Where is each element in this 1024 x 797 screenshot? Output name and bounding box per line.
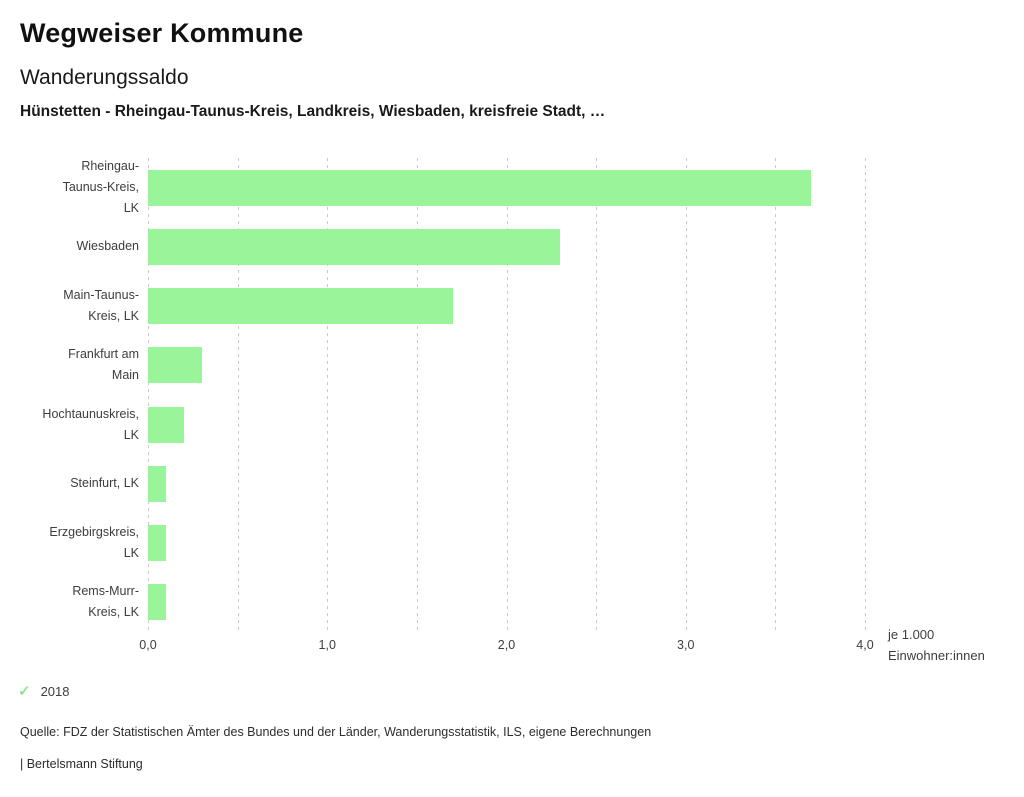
x-axis-tick-label: 0,0 xyxy=(139,638,157,652)
chart-subtitle: Hünstetten - Rheingau-Taunus-Kreis, Land… xyxy=(20,103,606,120)
category-label: Frankfurt am Main xyxy=(68,347,139,383)
bar-chart-plot-area: 0,0 1,0 2,0 3,0 4,0 Rheingau- Taunus-Kreis, LK W… xyxy=(42,158,874,652)
chart-row: Frankfurt am Main xyxy=(68,336,865,395)
chart-row: Erzgebirgskreis, LK xyxy=(49,514,865,573)
page-title: Wegweiser Kommune xyxy=(20,18,304,48)
legend-item-2018[interactable]: ✓ 2018 xyxy=(18,684,70,699)
x-axis-unit-label: je 1.000 Einwohner:innen xyxy=(888,624,985,666)
brand-text: | Bertelsmann Stiftung xyxy=(20,757,143,771)
bar-rheingau-taunus-kreis-lk[interactable] xyxy=(148,169,812,206)
bar-wiesbaden[interactable] xyxy=(148,228,561,265)
x-axis-tick-label: 1,0 xyxy=(318,638,336,652)
chart-row: Rems-Murr- Kreis, LK xyxy=(72,573,865,632)
category-label: Hochtaunuskreis, LK xyxy=(42,406,139,442)
x-axis-unit-line-2: Einwohner:innen xyxy=(888,648,985,663)
category-label: Erzgebirgskreis, LK xyxy=(49,525,139,561)
category-label: Rems-Murr- Kreis, LK xyxy=(72,584,139,620)
category-label: Rheingau- Taunus-Kreis, LK xyxy=(62,159,139,216)
gridline xyxy=(506,158,508,632)
gridline xyxy=(327,158,329,632)
bar-erzgebirgskreis-lk[interactable] xyxy=(148,525,166,562)
chart-title: Wanderungssaldo xyxy=(20,66,189,89)
x-axis-tick-label: 4,0 xyxy=(856,638,874,652)
chart-row: Hochtaunuskreis, LK xyxy=(42,395,865,454)
gridline xyxy=(148,158,149,632)
source-text: Quelle: FDZ der Statistischen Ämter des … xyxy=(20,725,652,739)
gridline xyxy=(416,158,418,632)
bar-rems-murr-kreis-lk[interactable] xyxy=(148,584,166,621)
gridline xyxy=(775,158,777,632)
gridline xyxy=(237,158,239,632)
x-axis-tick-label: 2,0 xyxy=(497,638,516,652)
category-label: Main-Taunus- Kreis, LK xyxy=(63,288,139,324)
bar-main-taunus-kreis-lk[interactable] xyxy=(148,288,453,325)
legend-year-label: 2018 xyxy=(40,684,70,699)
chart-row: Wiesbaden xyxy=(76,217,865,276)
x-axis-unit-line-1: je 1.000 xyxy=(888,627,935,642)
category-label: Steinfurt, LK xyxy=(70,476,139,491)
gridline xyxy=(596,158,598,632)
category-label: Wiesbaden xyxy=(76,239,139,254)
gridline xyxy=(685,158,687,632)
checkmark-icon: ✓ xyxy=(18,683,31,700)
bar-frankfurt-am-main[interactable] xyxy=(148,347,202,384)
gridline xyxy=(865,158,866,632)
x-axis-tick-label: 3,0 xyxy=(677,638,695,652)
chart-row: Rheingau- Taunus-Kreis, LK xyxy=(63,158,865,217)
chart-row: Steinfurt, LK xyxy=(70,454,865,513)
bar-hochtaunuskreis-lk[interactable] xyxy=(148,406,184,443)
bar-steinfurt-lk[interactable] xyxy=(148,465,166,502)
chart-row: Main-Taunus- Kreis, LK xyxy=(63,277,865,336)
